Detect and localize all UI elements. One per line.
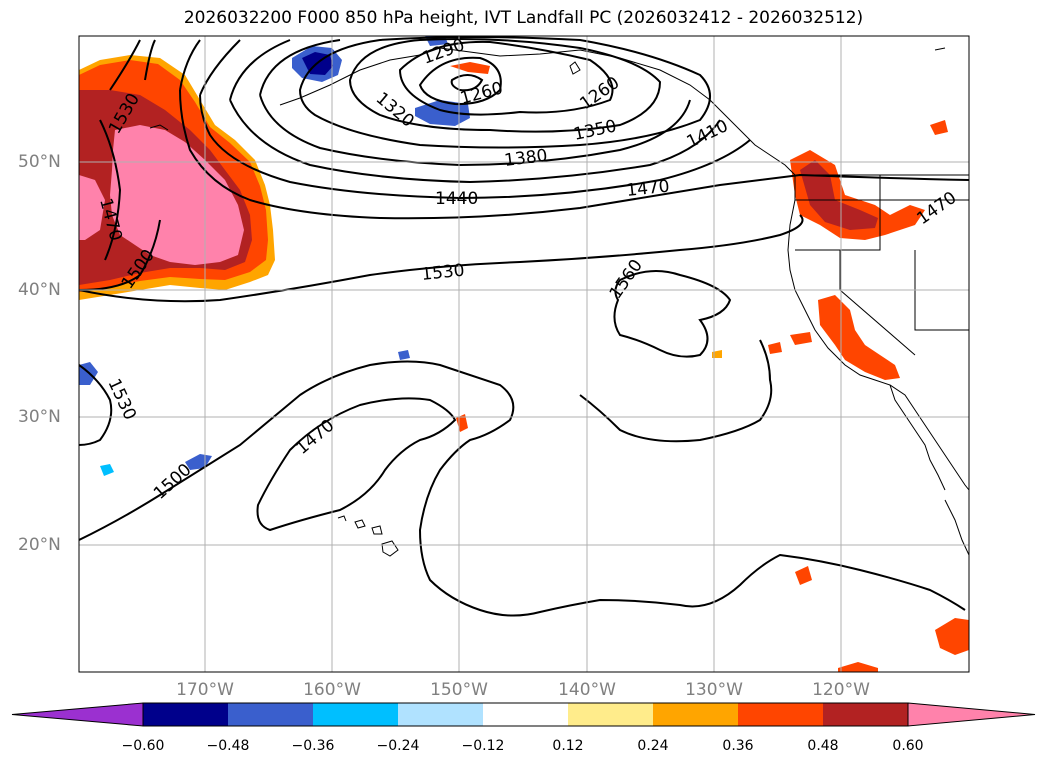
ivt-shade-small-blue-1 [100, 464, 114, 476]
islands [149, 47, 946, 557]
colorbar-tick-label: 0.36 [722, 738, 754, 754]
coastlines [279, 47, 969, 556]
lon-label-140w: 140°W [558, 680, 616, 700]
contour-1380 [259, 39, 691, 167]
map-frame [78, 35, 970, 673]
ivt-shade-pnw-dark [800, 160, 878, 230]
lon-label-160w: 160°W [303, 680, 361, 700]
colorbar-tick-label: −0.12 [461, 738, 505, 754]
island-small-2 [934, 47, 946, 51]
colorbar-tick-label: −0.36 [291, 738, 335, 754]
colorbar-swatch [483, 703, 568, 726]
ivt-shade-small-orange-3 [768, 342, 782, 354]
colorbar-tick-label: −0.24 [376, 738, 420, 754]
contour-1320 [348, 38, 662, 133]
contour-1530-north [79, 214, 804, 303]
colorbar-frame [142, 702, 909, 727]
ivt-shade-small-orange-1 [930, 120, 948, 135]
height-contours [79, 36, 969, 617]
contour-1500-west [79, 39, 161, 291]
map-gridlines [79, 36, 969, 672]
ivt-shade-ca-coast [790, 332, 812, 345]
lat-label-20n: 20°N [18, 535, 61, 555]
lat-label-30n: 30°N [18, 407, 61, 427]
colorbar-tick-label: 0.24 [637, 738, 669, 754]
island-hawaii-3 [371, 525, 383, 535]
contour-1260 [398, 40, 614, 116]
contour-1410 [229, 39, 721, 184]
ivt-shade-west-pink [79, 175, 105, 240]
contour-1350 [298, 36, 711, 149]
ivt-shade-california [818, 295, 900, 380]
colorbar-tick-label: −0.60 [121, 738, 165, 754]
coastline-baja [889, 384, 946, 491]
colorbar-tick-label: 0.48 [807, 738, 839, 754]
contour-low-center [450, 74, 484, 92]
lat-label-50n: 50°N [18, 152, 61, 172]
ivt-shade-gulf-orange [450, 62, 490, 74]
colorbar-swatch [823, 703, 908, 726]
ivt-shade-mexico [795, 566, 812, 585]
island-hawaii-2 [354, 519, 366, 529]
lon-label-150w: 150°W [430, 680, 488, 700]
ivt-shade-southeast [935, 618, 969, 655]
ivt-shade-small-blue-2 [398, 350, 410, 360]
colorbar-swatch [738, 703, 823, 726]
figure-title: 2026032200 F000 850 hPa height, IVT Land… [183, 8, 864, 28]
lon-label-120w: 120°W [812, 680, 870, 700]
contour-1470-south [256, 397, 457, 532]
colorbar-tick-label: 0.60 [892, 738, 924, 754]
colorbar [11, 702, 1036, 727]
island-small-1 [569, 61, 581, 75]
colorbar-swatch [228, 703, 313, 726]
colorbar-swatch [398, 703, 483, 726]
state-border-4 [914, 250, 969, 331]
lon-label-130w: 130°W [685, 680, 743, 700]
colorbar-swatch [313, 703, 398, 726]
colorbar-swatch [143, 703, 228, 726]
colorbar-extend-high [907, 702, 1036, 727]
colorbar-swatch [653, 703, 738, 726]
ivt-shade-south [838, 662, 878, 672]
coastline-west-coast [787, 175, 969, 491]
contour-1440 [199, 39, 751, 200]
contour-1530-west [79, 39, 141, 446]
contour-1290 [418, 56, 502, 106]
contour-label: 1530 [420, 261, 465, 285]
contour-1560 [613, 270, 732, 358]
lat-label-40n: 40°N [18, 280, 61, 300]
colorbar-tick-label: −0.48 [206, 738, 250, 754]
colorbar-swatch [568, 703, 653, 726]
contour-1500-south [79, 339, 966, 617]
contour-1470-west [99, 119, 122, 261]
contour-label: 1440 [435, 189, 478, 209]
ivt-shade-gulf-blue [415, 100, 470, 126]
state-border-2 [795, 175, 881, 251]
colorbar-extend-low [11, 702, 144, 727]
contour-label: 1470 [625, 177, 670, 201]
island-aleutian [149, 124, 169, 131]
lon-label-170w: 170°W [176, 680, 234, 700]
colorbar-tick-label: 0.12 [552, 738, 584, 754]
ivt-shade-northwest-pink [110, 125, 244, 265]
island-hawaii-1 [337, 515, 347, 522]
contour-1470-north [179, 39, 969, 220]
island-hawaii-4 [381, 540, 399, 557]
coastline-mexico [944, 499, 969, 556]
